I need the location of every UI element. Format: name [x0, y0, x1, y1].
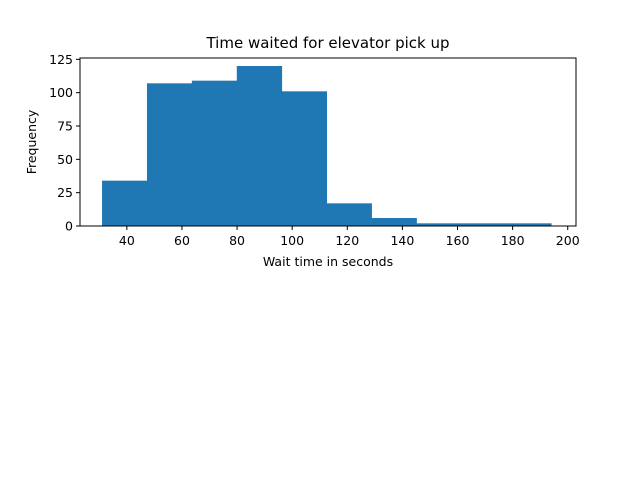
histogram-bar [237, 66, 282, 226]
y-tick-label: 75 [57, 119, 73, 134]
histogram-bars [102, 66, 552, 226]
histogram-bar [327, 203, 372, 226]
y-axis-title: Frequency [24, 109, 39, 174]
histogram-bar [192, 81, 237, 226]
x-tick-label: 60 [174, 233, 190, 248]
histogram-bar [147, 83, 192, 226]
y-tick-label: 125 [49, 52, 73, 67]
chart-title: Time waited for elevator pick up [205, 34, 449, 52]
x-axis-title: Wait time in seconds [263, 254, 393, 269]
y-tick-label: 50 [57, 152, 73, 167]
x-tick-label: 120 [335, 233, 359, 248]
y-axis-ticks: 0 25 50 75 100 125 [49, 52, 80, 234]
x-tick-label: 140 [390, 233, 414, 248]
x-tick-label: 80 [229, 233, 245, 248]
y-tick-label: 25 [57, 185, 73, 200]
y-tick-label: 0 [65, 219, 73, 234]
y-tick-label: 100 [49, 85, 73, 100]
x-tick-label: 160 [446, 233, 470, 248]
x-tick-label: 40 [119, 233, 135, 248]
x-tick-label: 100 [280, 233, 304, 248]
histogram-bar [102, 181, 147, 226]
histogram-bar [372, 218, 417, 226]
x-tick-label: 200 [556, 233, 580, 248]
x-axis-ticks: 40 60 80 100 120 140 160 180 200 [119, 226, 580, 248]
histogram-bar [282, 91, 327, 226]
x-tick-label: 180 [501, 233, 525, 248]
